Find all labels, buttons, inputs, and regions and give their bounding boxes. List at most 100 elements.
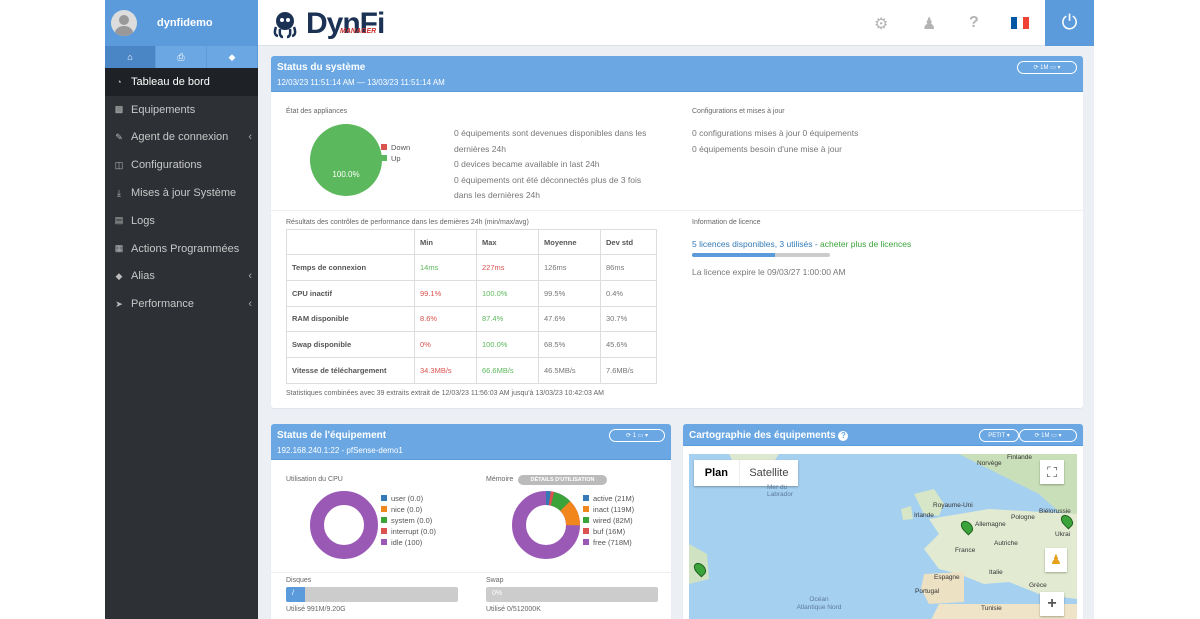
map-view[interactable]: Plan Satellite ⛶ ♟ + Finlande Norvège Me… bbox=[689, 454, 1077, 619]
table-cell: 47.6% bbox=[538, 305, 601, 333]
flag-fr-icon[interactable] bbox=[1011, 17, 1029, 29]
zoom-in-button[interactable]: + bbox=[1040, 592, 1064, 616]
stat-line: 0 équipements besoin d'une mise à jour bbox=[692, 143, 842, 154]
sidebar-item-alias[interactable]: ◆ Alias ‹ bbox=[105, 263, 258, 291]
map-title: Cartographie des équipements bbox=[689, 430, 836, 441]
help-icon[interactable]: ? bbox=[838, 431, 849, 441]
licence-usage-bar bbox=[692, 253, 830, 257]
tags-icon[interactable]: ◆ bbox=[207, 46, 258, 68]
disk-usage-fill bbox=[286, 587, 305, 602]
stat-line: 0 devices became available in last 24h bbox=[454, 159, 600, 169]
tags-icon: ◆ bbox=[115, 270, 123, 281]
refresh-button[interactable]: ⟳ 1M ▭ ▾ bbox=[1019, 429, 1077, 442]
buy-licences-link[interactable]: acheter plus de licences bbox=[820, 239, 912, 249]
disk-used: Utilisé 991M/9.20G bbox=[286, 606, 346, 613]
home-icon[interactable]: ⌂ bbox=[105, 46, 156, 68]
disk-label: Disques bbox=[286, 577, 312, 584]
perf-footer: Statistiques combinées avec 39 extraits … bbox=[286, 390, 604, 397]
legend-label: wired (82M) bbox=[593, 516, 633, 525]
map-label: Norvège bbox=[977, 460, 1002, 467]
legend-label: interrupt (0.0) bbox=[391, 527, 437, 536]
map-tab-plan[interactable]: Plan bbox=[704, 467, 728, 479]
table-row: RAM disponible 8.6% 87.4% 47.6% 30.7% bbox=[286, 305, 657, 333]
table-cell: 66.6MB/s bbox=[476, 357, 539, 384]
table-row: Vitesse de téléchargement 34.3MB/s 66.6MB/… bbox=[286, 357, 657, 384]
perf-label: Résultats des contrôles de performance d… bbox=[286, 219, 529, 226]
sidebar-item-performance[interactable]: ➤ Performance ‹ bbox=[105, 290, 258, 318]
cpu-legend: user (0.0) nice (0.0) system (0.0) inter… bbox=[381, 493, 436, 548]
legend-item: free (718M) bbox=[583, 537, 634, 548]
table-cell: Swap disponible bbox=[286, 331, 415, 359]
appliances-legend: Down Up bbox=[381, 142, 410, 164]
sidebar: dynfidemo ⌂ ⎙ ◆ ◔ Tableau de bord ▩ Equipe… bbox=[105, 0, 258, 619]
logo[interactable]: DynFi bbox=[270, 6, 385, 42]
box-title: Cartographie des équipements ? bbox=[689, 430, 849, 441]
sidebar-item-equipements[interactable]: ▩ Equipements bbox=[105, 96, 258, 124]
device-subtitle: 192.168.240.1:22 - pfSense-demo1 bbox=[277, 446, 403, 455]
pie-label-up: 100.0% bbox=[332, 170, 359, 179]
stat-line: dernières 24h bbox=[454, 143, 506, 154]
table-cell: 100.0% bbox=[476, 279, 539, 307]
config-label: Configurations et mises à jour bbox=[692, 108, 785, 115]
usage-details-button[interactable]: DÉTAILS D'UTILISATION bbox=[518, 475, 607, 485]
sidebar-item-logs[interactable]: ▤ Logs bbox=[105, 207, 258, 235]
legend-label: user (0.0) bbox=[391, 494, 424, 503]
street-view-icon[interactable]: ♟ bbox=[1045, 548, 1067, 572]
legend-label: free (718M) bbox=[593, 538, 632, 547]
divider bbox=[271, 572, 671, 573]
sidebar-item-label: Configurations bbox=[131, 159, 202, 172]
table-cell: 99.1% bbox=[414, 279, 477, 307]
map-tab-satellite[interactable]: Satellite bbox=[738, 460, 798, 486]
map-label: Portugal bbox=[915, 588, 940, 595]
legend-item: system (0.0) bbox=[381, 515, 436, 526]
cpu-label: Utilisation du CPU bbox=[286, 476, 343, 483]
printer-icon[interactable]: ⎙ bbox=[156, 46, 207, 68]
refresh-button[interactable]: ⟳ 1 ▭ ▾ bbox=[609, 429, 665, 442]
stat-line: 0 équipements sont devenues disponibles … bbox=[454, 128, 647, 138]
perf-table: Min Max Moyenne Dev std Temps de connexi… bbox=[286, 229, 657, 384]
map-label: Pologne bbox=[1011, 514, 1035, 521]
power-icon[interactable]: ⏻ bbox=[1045, 0, 1094, 46]
table-cell: RAM disponible bbox=[286, 305, 415, 333]
refresh-button[interactable]: ⟳ 1M ▭ ▾ bbox=[1017, 61, 1077, 74]
legend-item: Up bbox=[381, 153, 410, 164]
sidebar-item-updates[interactable]: ⤓ Mises à jour Système bbox=[105, 179, 258, 207]
sidebar-item-label: Tableau de bord bbox=[131, 75, 210, 88]
chevron-left-icon: ‹ bbox=[248, 270, 252, 283]
swap-bar-label: 0% bbox=[492, 590, 503, 597]
dashboard-icon: ◔ bbox=[116, 76, 122, 87]
printer-icon: ▩ bbox=[114, 104, 124, 115]
appliances-label: État des appliances bbox=[286, 108, 348, 115]
legend-item: active (21M) bbox=[583, 493, 634, 504]
app-frame: dynfidemo ⌂ ⎙ ◆ ◔ Tableau de bord ▩ Equipe… bbox=[105, 0, 1094, 619]
fullscreen-icon[interactable]: ⛶ bbox=[1040, 460, 1064, 484]
sidebar-item-label: Equipements bbox=[131, 103, 196, 116]
legend-item: wired (82M) bbox=[583, 515, 634, 526]
table-cell: 30.7% bbox=[600, 305, 657, 333]
avatar[interactable] bbox=[111, 10, 137, 36]
sidebar-item-configurations[interactable]: ◫ Configurations bbox=[105, 151, 258, 179]
memory-donut-chart bbox=[512, 491, 580, 559]
map-label: Irlande bbox=[914, 512, 934, 519]
help-icon[interactable]: ? bbox=[969, 14, 979, 31]
table-cell: 227ms bbox=[476, 254, 539, 281]
licence-info: 5 licences disponibles, 3 utilisés - ach… bbox=[692, 239, 911, 249]
map-label: Mer du Labrador bbox=[767, 484, 794, 498]
sidebar-tabs: ⌂ ⎙ ◆ bbox=[105, 46, 258, 68]
legend-label: Up bbox=[391, 154, 401, 163]
table-cell: Temps de connexion bbox=[286, 254, 415, 281]
sidebar-item-agent[interactable]: ✎ Agent de connexion ‹ bbox=[105, 124, 258, 152]
licence-expiry: La licence expire le 09/03/27 1:00:00 AM bbox=[692, 267, 846, 277]
sidebar-item-label: Mises à jour Système bbox=[131, 187, 237, 200]
gear-icon[interactable]: ⚙ bbox=[874, 16, 889, 33]
size-dropdown[interactable]: PETIT ▾ bbox=[979, 429, 1019, 442]
table-header: Moyenne bbox=[538, 229, 601, 255]
sidebar-menu: ◔ Tableau de bord ▩ Equipements ✎ Agent de … bbox=[105, 68, 258, 318]
sidebar-item-dashboard[interactable]: ◔ Tableau de bord bbox=[105, 68, 258, 96]
chevron-left-icon: ‹ bbox=[248, 298, 252, 311]
appliances-pie-chart: 100.0% bbox=[310, 124, 382, 196]
stat-line: 0 configurations mises à jour 0 équipeme… bbox=[692, 128, 859, 138]
users-icon[interactable]: ♟ bbox=[922, 16, 937, 33]
map-label: Espagne bbox=[934, 574, 960, 581]
sidebar-item-scheduled[interactable]: ▦ Actions Programmées bbox=[105, 235, 258, 263]
